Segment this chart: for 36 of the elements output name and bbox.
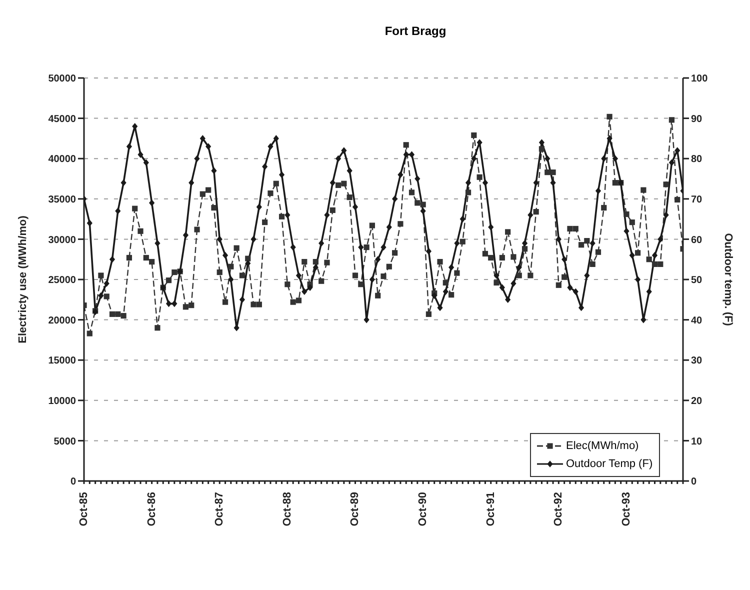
y2-tick-label: 60 [691,234,703,246]
y-axis-title: Electricty use (MWh/mo) [16,215,29,344]
y2-tick-label: 40 [691,315,703,326]
x-tick-label: Oct-90 [417,492,430,526]
y-tick-label: 10000 [48,396,76,407]
y2-tick-label: 30 [691,356,703,367]
legend-label: Outdoor Temp (F) [566,458,653,470]
y-tick-label: 40000 [48,154,76,166]
y2-tick-label: 80 [691,154,703,166]
y2-tick-label: 20 [691,396,703,407]
y-tick-label: 20000 [48,315,76,326]
x-tick-label: Oct-92 [552,492,565,526]
y2-axis-title: Outdoor temp. (F) [722,233,734,326]
y2-tick-label: 10 [691,436,703,448]
x-tick-label: Oct-93 [620,492,632,526]
y-tick-label: 5000 [54,436,76,448]
chart-title: Fort Bragg [384,24,448,38]
y2-tick-label: 0 [691,476,697,488]
y2-tick-label: 50 [691,275,703,286]
y-tick-label: 0 [70,476,76,488]
y2-tick-label: 70 [691,194,703,206]
x-tick-label: Oct-88 [281,492,294,526]
x-tick-label: Oct-91 [484,492,497,526]
y-tick-label: 30000 [48,234,76,246]
y2-tick-label: 90 [691,114,703,125]
y-tick-label: 50000 [48,74,76,85]
legend-label: Elec(MWh/mo) [566,440,639,452]
x-tick-label: Oct-85 [78,492,90,526]
x-tick-label: Oct-87 [214,492,226,526]
y-tick-label: 15000 [48,356,76,367]
y-tick-label: 25000 [48,275,76,286]
x-tick-label: Oct-89 [349,492,362,526]
y-tick-label: 45000 [48,114,76,125]
x-tick-label: Oct-86 [146,492,158,526]
y2-tick-label: 100 [691,74,708,85]
y-tick-label: 35000 [48,194,76,206]
